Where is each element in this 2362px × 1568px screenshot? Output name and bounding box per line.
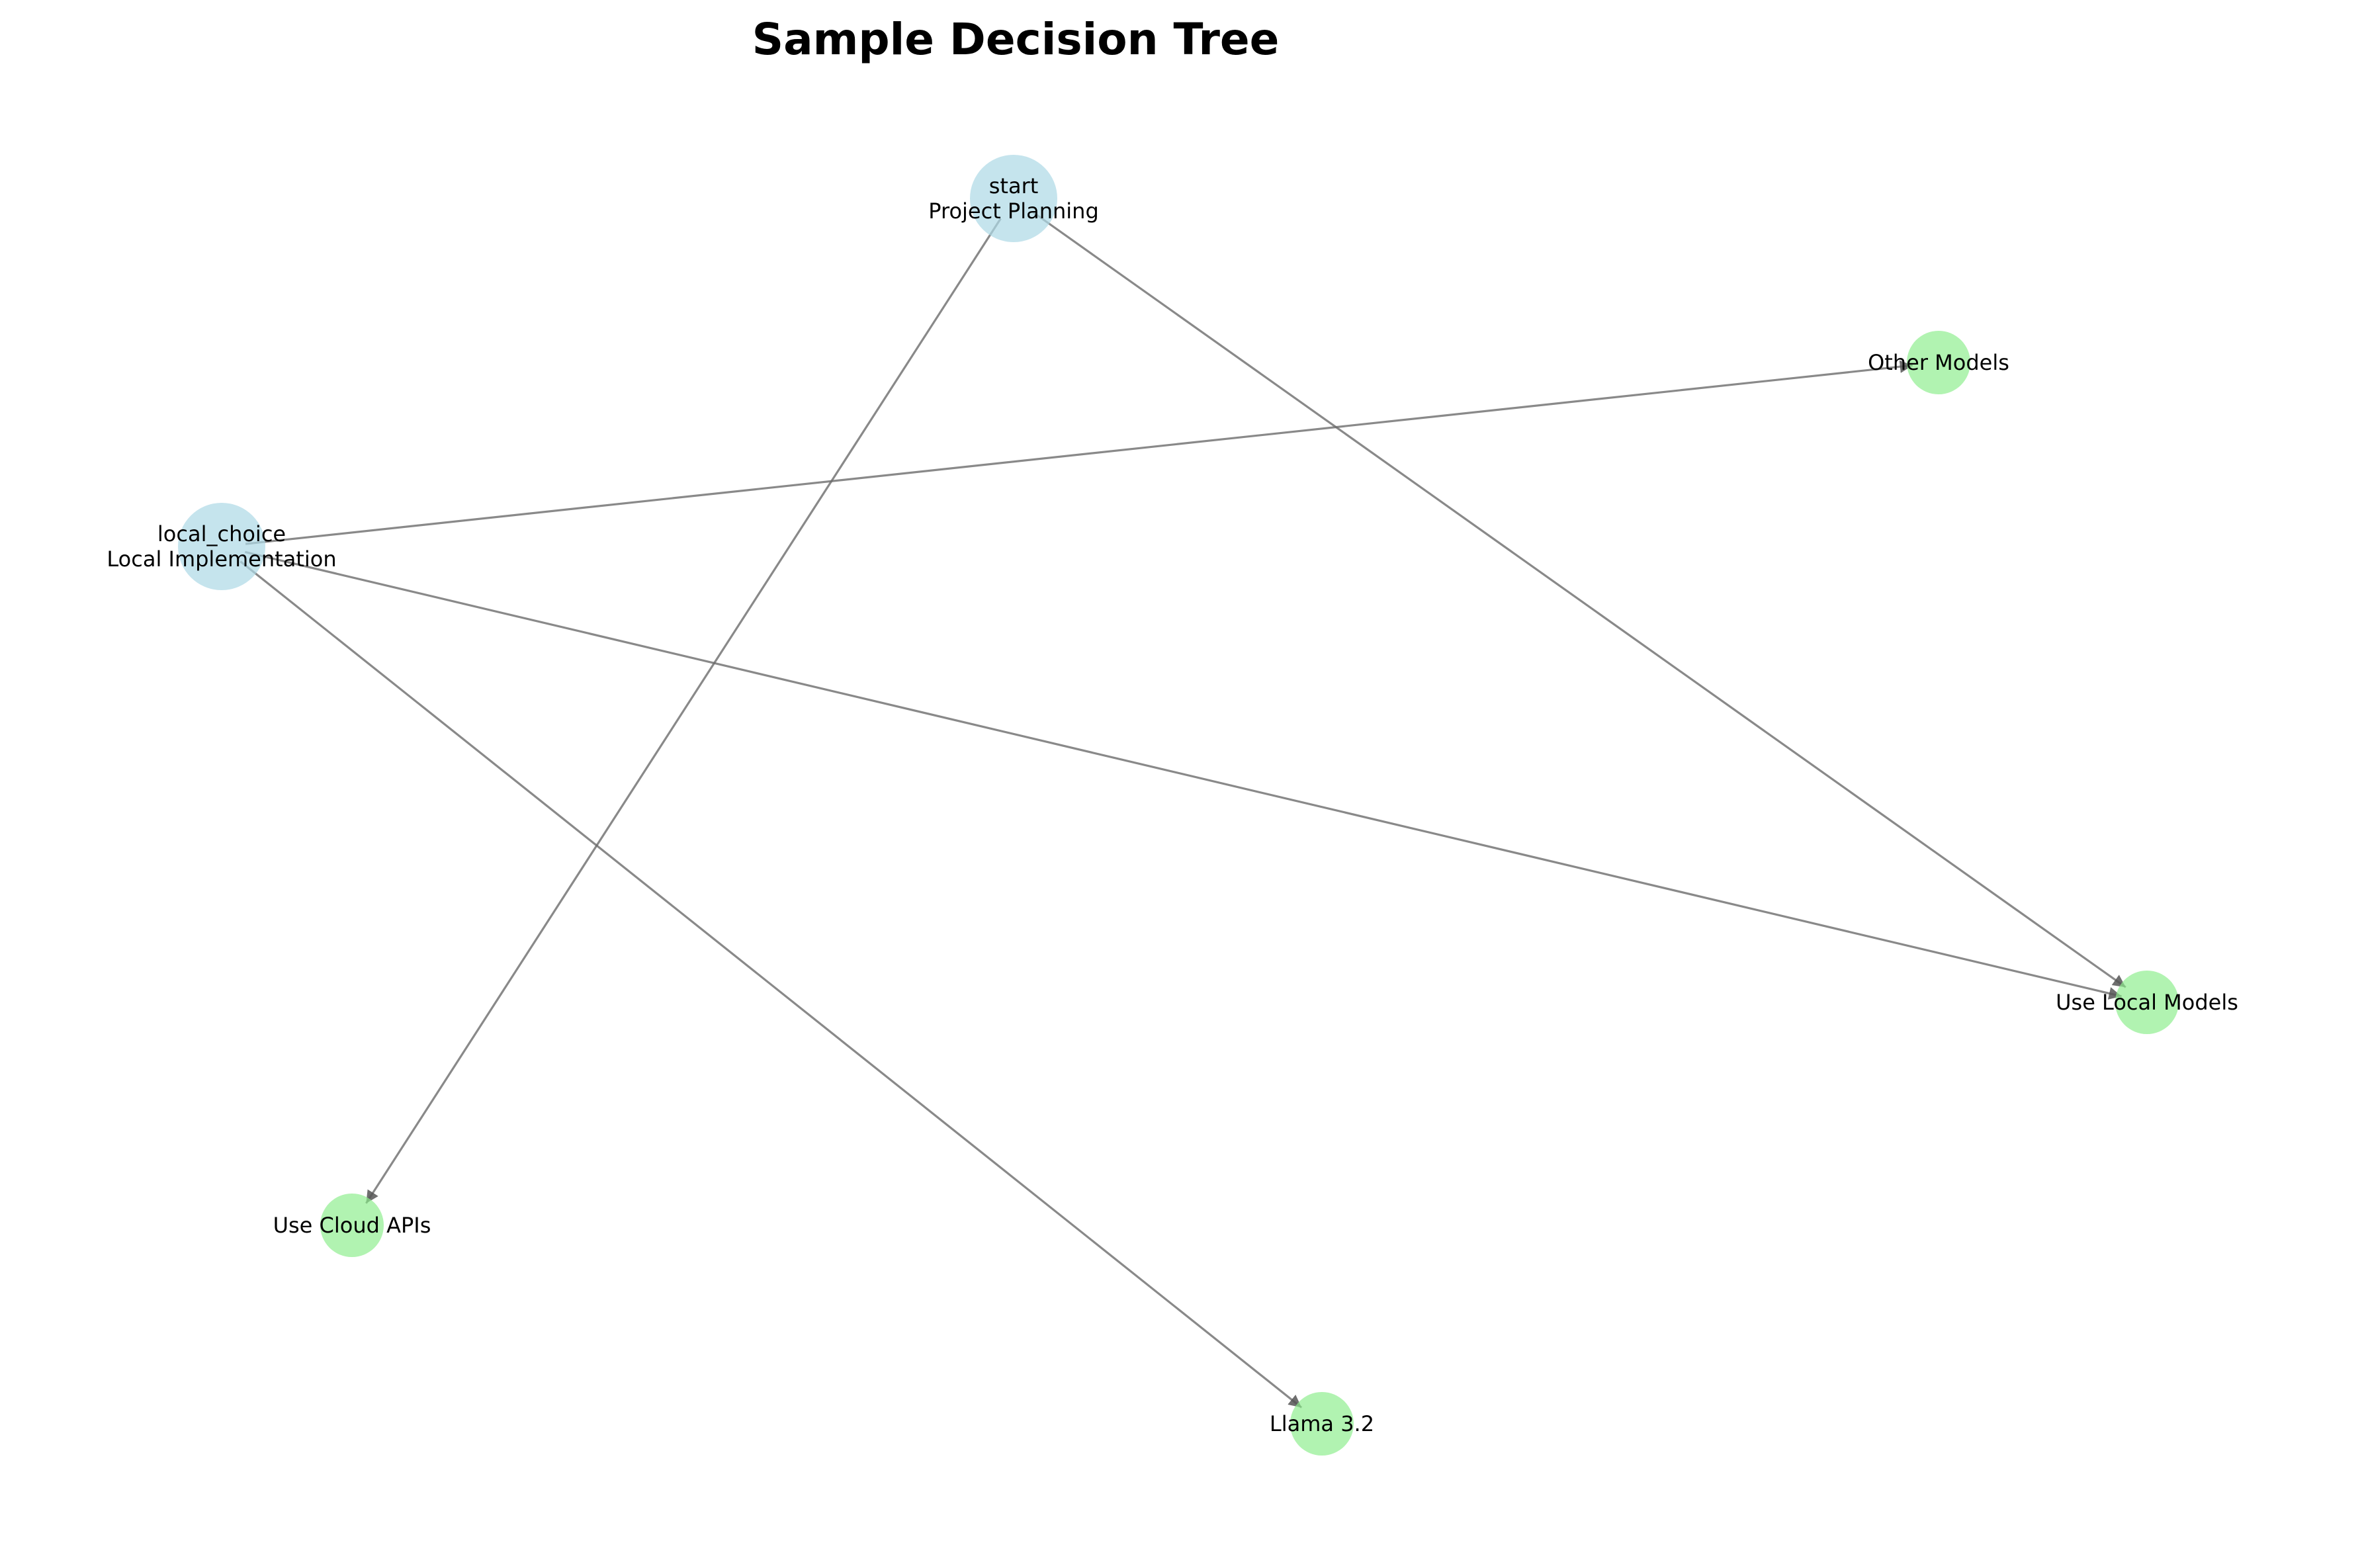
node-llama <box>1290 1392 1354 1456</box>
node-label-other_models-0: Other Models <box>1868 350 2009 375</box>
node-label-start-1: Project Planning <box>928 198 1099 224</box>
edge-local_choice-to-use_local <box>244 550 2122 1000</box>
edge-local_choice-to-other_models <box>245 360 1913 545</box>
node-other_models <box>1907 331 1970 394</box>
node-local_choice <box>178 503 265 590</box>
node-label-use_local-0: Use Local Models <box>2056 990 2238 1015</box>
node-label-start-0: start <box>989 173 1039 198</box>
nodes-layer <box>178 155 2179 1456</box>
edges-layer <box>240 211 2126 1409</box>
edge-start-to-use_local <box>1032 211 2126 988</box>
node-use_local <box>2115 971 2179 1034</box>
node-start <box>970 155 1057 242</box>
node-label-use_cloud-0: Use Cloud APIs <box>273 1213 431 1238</box>
diagram-title: Sample Decision Tree <box>752 14 1280 65</box>
node-label-local_choice-1: Local Implementation <box>107 546 336 572</box>
node-label-llama-0: Llama 3.2 <box>1270 1411 1374 1436</box>
node-label-local_choice-0: local_choice <box>157 521 286 546</box>
edge-local_choice-to-llama <box>240 560 1303 1409</box>
edge-start-to-use_cloud <box>365 218 1002 1204</box>
node-use_cloud <box>320 1194 384 1257</box>
